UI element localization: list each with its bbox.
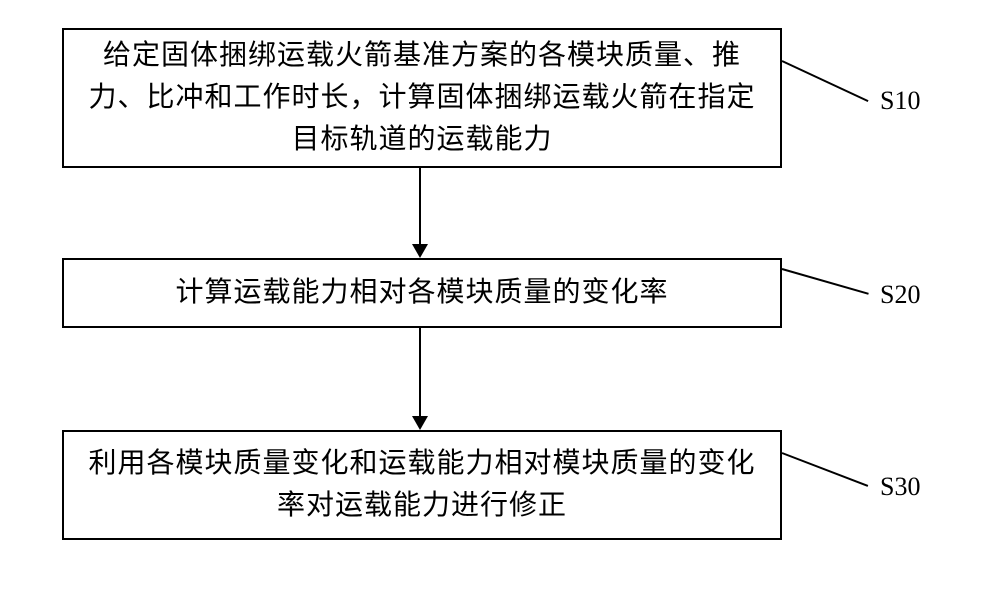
- step-label-3: S30: [880, 472, 920, 502]
- flow-step-2: 计算运载能力相对各模块质量的变化率: [62, 258, 782, 328]
- flow-step-3-text: 利用各模块质量变化和运载能力相对模块质量的变化率对运载能力进行修正: [84, 443, 760, 527]
- flow-step-2-text: 计算运载能力相对各模块质量的变化率: [175, 272, 668, 314]
- connector-2-3: [419, 328, 421, 416]
- step-label-1: S10: [880, 86, 920, 116]
- flow-step-1-text: 给定固体捆绑运载火箭基准方案的各模块质量、推力、比冲和工作时长，计算固体捆绑运载…: [84, 35, 760, 161]
- flow-step-3: 利用各模块质量变化和运载能力相对模块质量的变化率对运载能力进行修正: [62, 430, 782, 540]
- arrow-2-3: [412, 416, 428, 430]
- leader-line-3: [782, 452, 869, 487]
- connector-1-2: [419, 168, 421, 244]
- leader-line-2: [782, 268, 869, 295]
- leader-line-1: [782, 60, 869, 102]
- arrow-1-2: [412, 244, 428, 258]
- step-label-2: S20: [880, 280, 920, 310]
- flow-step-1: 给定固体捆绑运载火箭基准方案的各模块质量、推力、比冲和工作时长，计算固体捆绑运载…: [62, 28, 782, 168]
